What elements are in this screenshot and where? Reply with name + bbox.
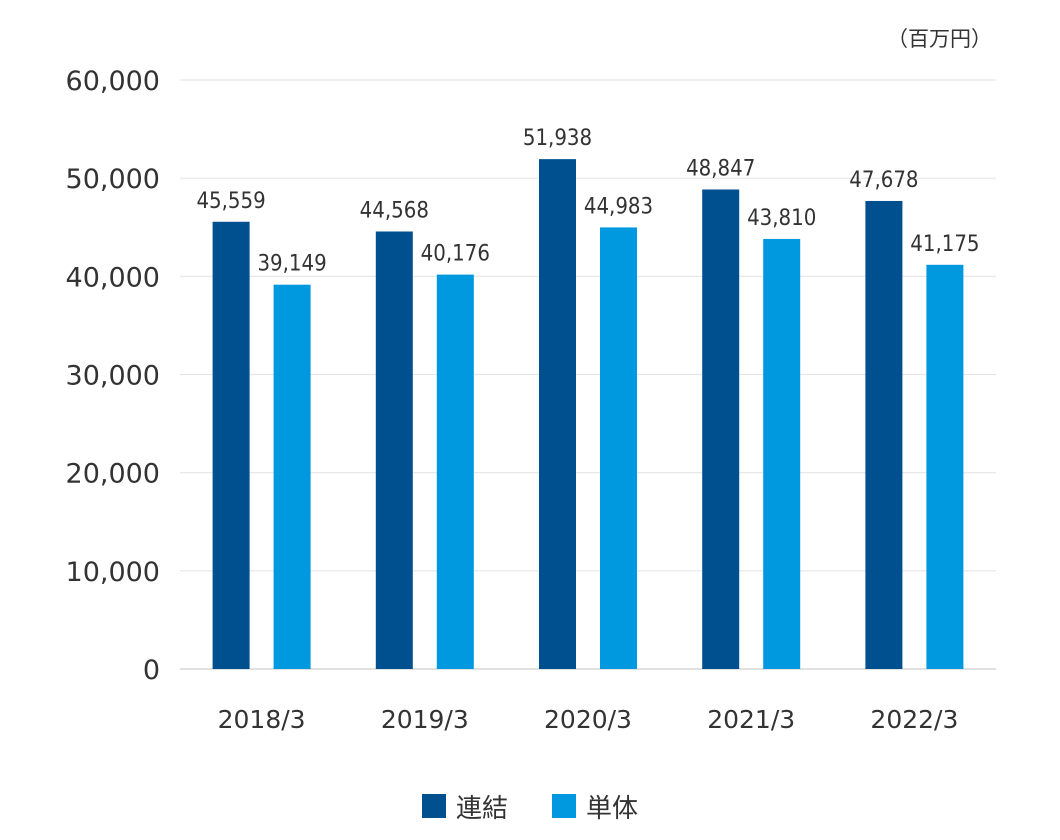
bar-standalone xyxy=(273,284,311,669)
y-tick-label: 60,000 xyxy=(66,66,160,97)
legend-item: 連結 xyxy=(421,788,508,825)
bar-consolidated xyxy=(702,189,740,669)
unit-label: （百万円） xyxy=(887,27,992,51)
x-tick-label: 2019/3 xyxy=(381,705,469,734)
data-label: 39,149 xyxy=(257,252,326,277)
x-tick-label: 2020/3 xyxy=(544,705,632,734)
legend-label: 単体 xyxy=(586,793,639,824)
y-tick-label: 10,000 xyxy=(66,557,160,588)
y-tick-label: 0 xyxy=(143,655,160,686)
data-label: 48,847 xyxy=(686,156,755,181)
grid-lines xyxy=(180,79,996,670)
bar-standalone xyxy=(926,264,964,669)
data-label: 47,678 xyxy=(849,168,918,193)
bar-consolidated xyxy=(539,159,576,669)
y-axis-tick-labels: 0 10,000 20,000 30,000 40,000 50,000 60,000 xyxy=(66,66,160,686)
data-label: 44,983 xyxy=(584,194,653,219)
x-tick-label: 2021/3 xyxy=(707,705,795,734)
y-tick-label: 20,000 xyxy=(66,459,160,490)
bar-chart: 0 10,000 20,000 30,000 40,000 50,000 60,000 45… xyxy=(66,27,996,734)
data-labels: 45,559 39,149 44,568 40,176 51,938 44,983 48,8… xyxy=(196,126,979,277)
data-label: 41,175 xyxy=(910,232,979,257)
bar-consolidated xyxy=(375,231,413,670)
y-tick-label: 40,000 xyxy=(66,262,160,293)
data-label: 44,568 xyxy=(360,198,429,223)
legend: 連結 単体 xyxy=(0,788,1060,824)
x-tick-label: 2022/3 xyxy=(870,705,958,734)
bars xyxy=(212,159,964,670)
legend-item: 単体 xyxy=(552,788,638,825)
y-tick-label: 30,000 xyxy=(66,361,160,392)
data-label: 43,810 xyxy=(747,206,816,231)
bar-consolidated xyxy=(212,221,250,669)
y-tick-label: 50,000 xyxy=(66,164,160,195)
data-label: 40,176 xyxy=(421,242,490,267)
legend-label: 連結 xyxy=(455,793,508,824)
legend-swatch xyxy=(552,794,576,818)
data-label: 51,938 xyxy=(523,126,592,151)
data-label: 45,559 xyxy=(196,189,265,214)
x-axis-tick-labels: 2018/3 2019/3 2020/3 2021/3 2022/3 xyxy=(218,705,959,734)
bar-standalone xyxy=(436,274,474,669)
legend-swatch xyxy=(421,794,446,818)
x-tick-label: 2018/3 xyxy=(218,705,306,734)
bar-standalone xyxy=(763,238,801,670)
bar-standalone xyxy=(600,227,637,670)
bar-consolidated xyxy=(865,200,903,669)
